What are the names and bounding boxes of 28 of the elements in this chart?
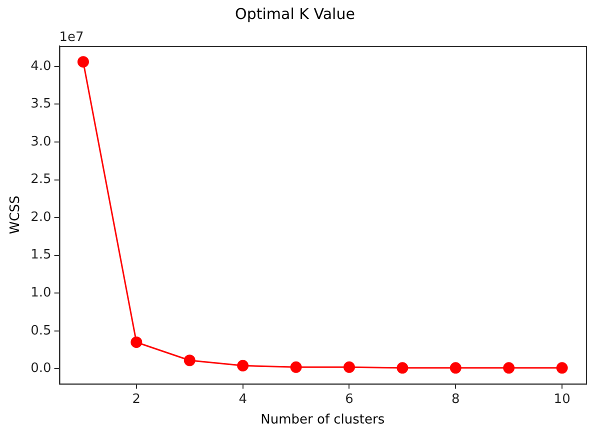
y-axis-title: WCSS xyxy=(8,196,24,234)
y-tick-label: 0.5 xyxy=(30,323,52,338)
point xyxy=(290,361,302,373)
y-tick-label: 1.0 xyxy=(30,285,52,300)
y-tick-label: 4.0 xyxy=(30,58,52,74)
chart-title: Optimal K Value xyxy=(235,4,355,23)
point xyxy=(556,362,568,374)
y-tick-label: 0.0 xyxy=(30,361,52,376)
x-tick-label: 10 xyxy=(554,392,570,407)
y-tick-label: 2.5 xyxy=(30,172,52,188)
point xyxy=(396,362,408,374)
point xyxy=(237,360,249,372)
point xyxy=(503,362,515,374)
y-tick-label: 1.5 xyxy=(30,248,52,263)
text: 1e7 xyxy=(59,30,84,45)
y-tick-label: 3.5 xyxy=(30,96,52,112)
point xyxy=(77,56,89,68)
x-tick-label: 6 xyxy=(345,392,354,407)
y-tick-label: 2.0 xyxy=(30,210,52,225)
x-tick-label: 8 xyxy=(452,392,460,407)
point xyxy=(450,362,462,374)
y-tick-label: 3.0 xyxy=(30,134,52,150)
x-axis-title: Number of clusters xyxy=(260,412,385,428)
x-tick-label: 4 xyxy=(238,392,247,407)
point xyxy=(130,336,142,348)
point xyxy=(184,354,196,366)
point xyxy=(343,361,355,373)
x-tick-label: 2 xyxy=(132,392,141,407)
